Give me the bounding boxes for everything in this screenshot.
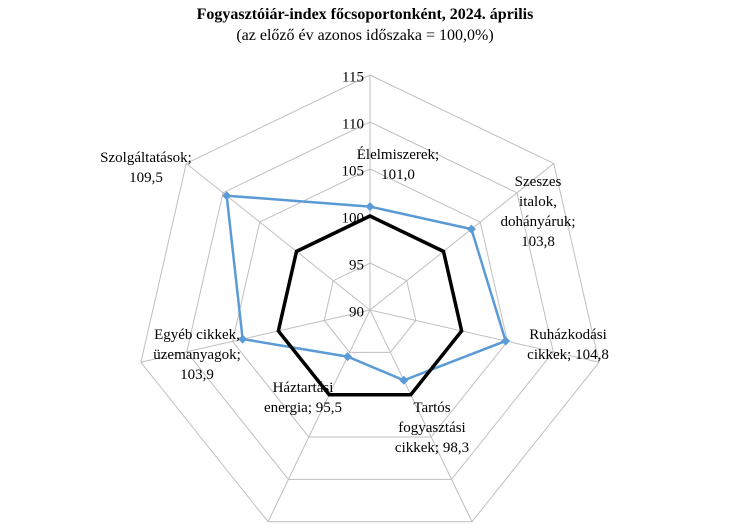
category-name: Szeszes italok, dohányáruk; (500, 174, 576, 230)
category-name: Egyéb cikkek, üzemanyagok; (153, 327, 241, 363)
category-label: Háztartási energia; 95,5 (254, 378, 352, 418)
spoke (185, 163, 371, 311)
grid-ring (231, 168, 509, 438)
grid-ring (186, 121, 554, 480)
data-label: 104,8 (575, 347, 609, 363)
marker (501, 336, 511, 346)
category-label: Tartós fogyasztási cikkek; 98,3 (385, 398, 480, 458)
category-label: Szeszes italok, dohányáruk; 103,8 (501, 172, 576, 252)
marker (466, 224, 476, 234)
spoke (369, 309, 600, 363)
category-name: Tartós fogyasztási cikkek; (394, 400, 466, 456)
spoke (369, 309, 473, 522)
category-name: Élelmiszerek; (356, 147, 440, 163)
marker (343, 352, 353, 362)
series-line (276, 214, 464, 397)
series-line (225, 194, 508, 382)
r-tick-label: 115 (342, 69, 364, 85)
data-label: 103,8 (521, 234, 555, 250)
marker (365, 202, 375, 212)
chart-subtitle: (az előző év azonos időszaka = 100,0%) (236, 27, 494, 44)
marker (222, 191, 232, 201)
data-label: 109,5 (129, 170, 163, 186)
category-name: Ruházkodási cikkek; (527, 327, 607, 363)
chart-title: Fogyasztóiár-index főcsoportonként, 2024… (196, 6, 534, 23)
category-label: Élelmiszerek; 101,0 (357, 145, 439, 185)
data-label: 95,5 (315, 400, 343, 416)
category-name: Szolgáltatások; (100, 150, 192, 166)
r-tick-label: 95 (349, 257, 364, 273)
data-label: 103,9 (180, 367, 214, 383)
spoke (369, 163, 555, 311)
data-label: 101,0 (381, 167, 415, 183)
grid-ring (140, 74, 600, 523)
data-label: 98,3 (442, 440, 470, 456)
category-name: Háztartási energia; (263, 380, 334, 416)
r-tick-label: 110 (342, 116, 364, 132)
category-label: Egyéb cikkek, üzemanyagok; 103,9 (153, 325, 240, 385)
r-tick-label: 90 (349, 304, 364, 320)
spoke (140, 309, 371, 363)
category-label: Ruházkodási cikkek; 104,8 (518, 325, 618, 365)
marker (399, 375, 409, 385)
marker (238, 334, 248, 344)
grid-ring (323, 262, 417, 353)
r-tick-label: 105 (342, 163, 365, 179)
spoke (267, 309, 371, 522)
category-label: Szolgáltatások; 109,5 (100, 148, 192, 188)
